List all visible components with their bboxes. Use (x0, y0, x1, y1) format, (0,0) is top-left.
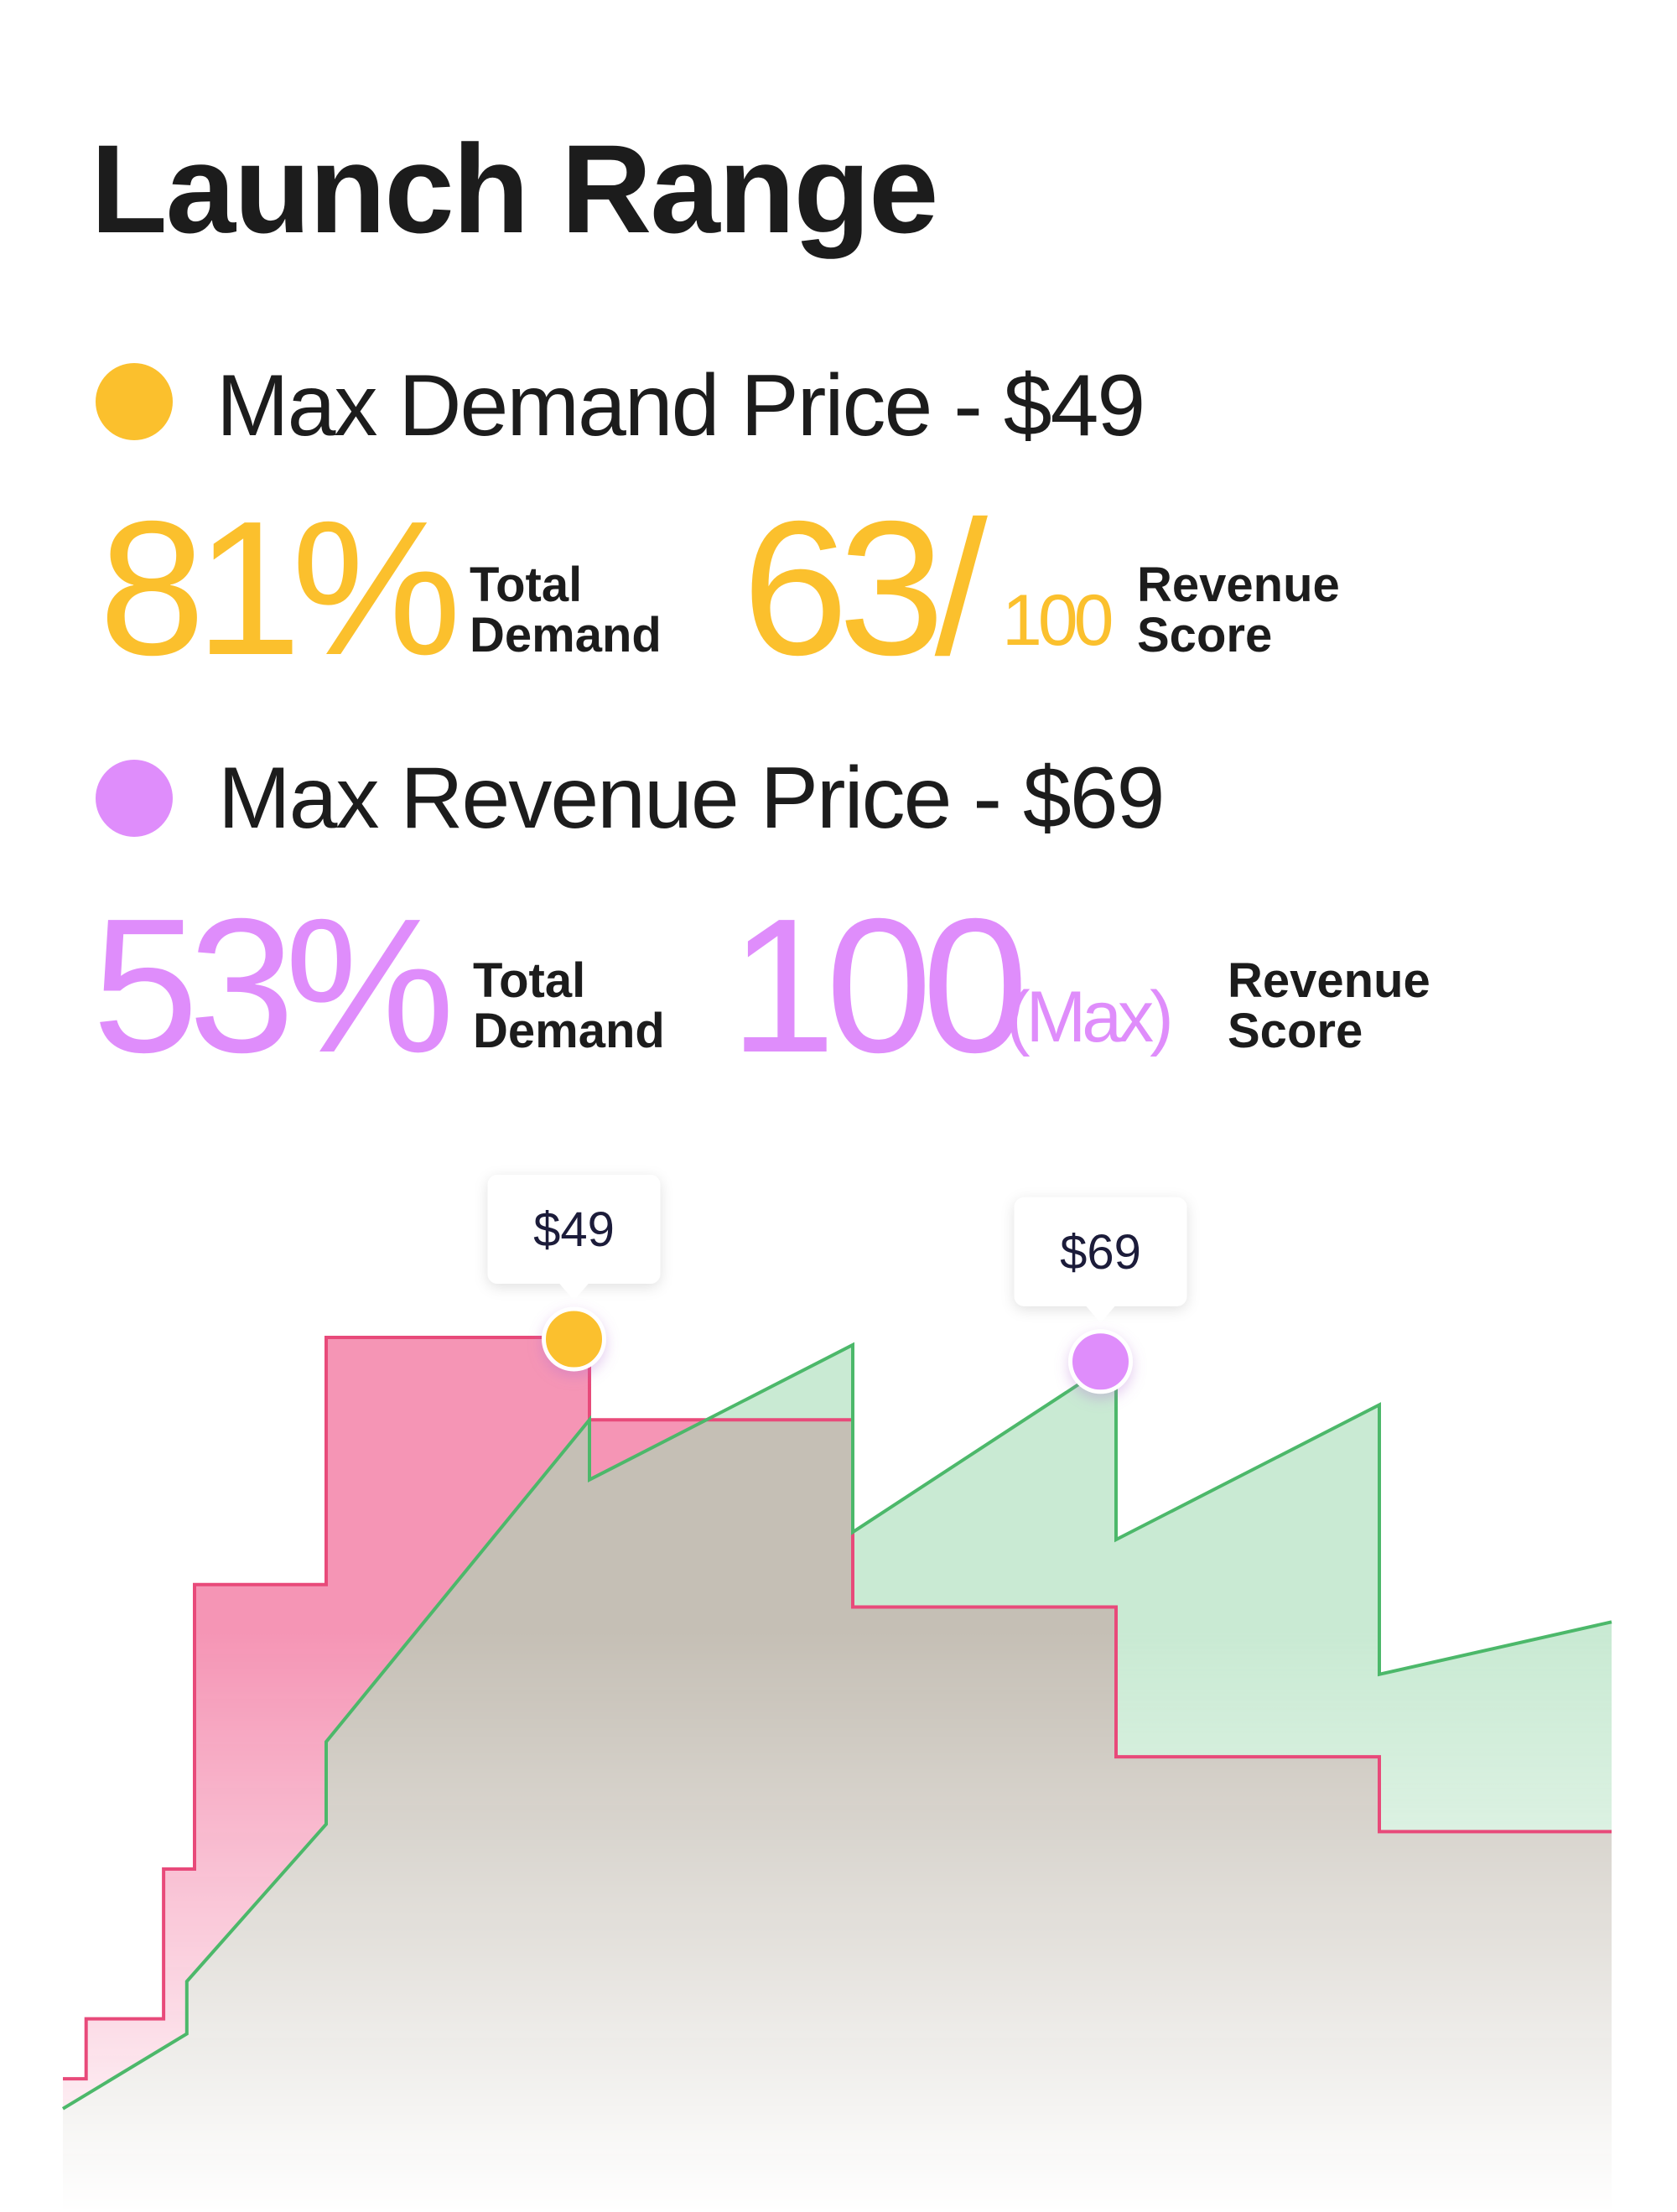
revenue-revenue-score: 100 (729, 880, 1028, 1093)
demand-revenue-caption-line1: Revenue (1137, 558, 1340, 612)
demand-total-caption-line1: Total (470, 558, 583, 612)
revenue-revenue-caption: Revenue Score (1228, 956, 1430, 1056)
series-1-line (61, 1342, 1612, 2111)
price-marker-dot[interactable] (1068, 1329, 1133, 1394)
revenue-price-label: Max Revenue Price - $69 (218, 750, 1165, 847)
price-tooltip-box (1014, 1197, 1187, 1306)
series-0-line (63, 1336, 1612, 2081)
price-marker-0[interactable]: $49 (487, 1175, 661, 1372)
demand-revenue-caption: Revenue Score (1137, 560, 1340, 660)
price-marker-dot[interactable] (542, 1306, 606, 1372)
price-tooltip-pointer (558, 1283, 589, 1301)
demand-revenue-score: 63/ (742, 482, 988, 695)
page-title: Launch Range (91, 118, 938, 259)
demand-legend-dot (96, 363, 173, 440)
demand-revenue-score-suffix: 100 (1002, 580, 1114, 661)
revenue-total-caption: Total Demand (473, 956, 665, 1056)
revenue-total-caption-line2: Demand (473, 1003, 665, 1058)
revenue-revenue-caption-line1: Revenue (1228, 953, 1430, 1008)
price-marker-1[interactable]: $69 (1014, 1197, 1187, 1394)
price-tooltip-label: $49 (533, 1202, 615, 1257)
revenue-revenue-score-suffix: (Max) (1006, 977, 1174, 1057)
demand-total-caption-line2: Demand (470, 607, 662, 662)
revenue-total-percent: 53% (92, 880, 454, 1093)
demand-total-caption: Total Demand (470, 560, 662, 660)
series-1-area (63, 1344, 1612, 2212)
revenue-legend-dot (96, 760, 173, 837)
price-tooltip-pointer (1085, 1305, 1116, 1323)
revenue-total-caption-line1: Total (473, 953, 586, 1008)
price-tooltip-box (487, 1175, 661, 1284)
price-range-chart: $49 $69 (61, 1175, 1612, 2212)
demand-price-label: Max Demand Price - $49 (216, 357, 1145, 454)
demand-total-percent: 81% (99, 482, 461, 695)
revenue-revenue-caption-line2: Score (1228, 1003, 1363, 1058)
demand-revenue-caption-line2: Score (1137, 607, 1273, 662)
price-tooltip-label: $69 (1060, 1225, 1141, 1280)
